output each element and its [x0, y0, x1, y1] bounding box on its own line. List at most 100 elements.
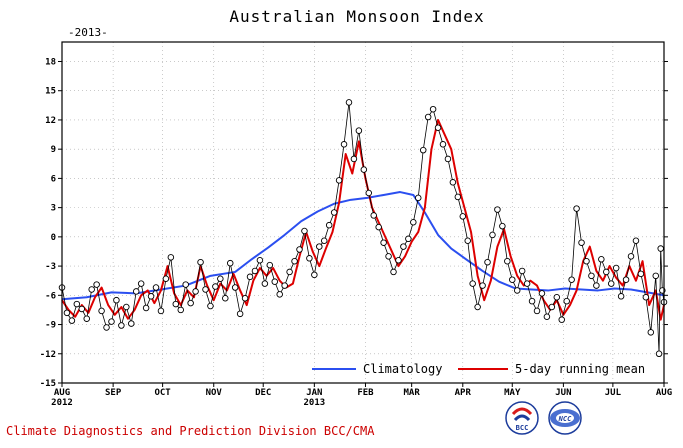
daily-point [395, 256, 402, 264]
bcc-logo: BCC [505, 401, 539, 435]
daily-point [538, 290, 546, 297]
x-tick-label: OCT [154, 388, 171, 398]
daily-point [583, 257, 590, 265]
daily-point [499, 222, 506, 230]
daily-point [281, 282, 288, 289]
legend-label-1: 5-day running mean [515, 362, 645, 376]
daily-point [523, 280, 531, 287]
daily-point [246, 273, 254, 281]
x-tick-label: FEB [357, 388, 374, 398]
daily-point [622, 276, 630, 283]
plot-frame [61, 41, 665, 384]
y-tick-label: 15 [45, 87, 56, 97]
x-tick-label: MAY [504, 388, 521, 398]
daily-point [429, 105, 437, 113]
x-tick-year: 2012 [51, 398, 73, 408]
daily-point [513, 287, 521, 294]
x-tick-label: MAR [404, 388, 421, 398]
daily-point [103, 324, 110, 331]
bcc-logo-text: BCC [516, 424, 529, 432]
daily-point [598, 256, 605, 263]
x-tick-label: NOV [206, 388, 223, 398]
daily-point [311, 271, 318, 279]
daily-point [335, 177, 343, 184]
daily-point [93, 281, 100, 288]
y-tick-label: 3 [51, 204, 56, 214]
daily-point [365, 189, 373, 197]
daily-point [350, 155, 358, 163]
daily-point [464, 237, 471, 245]
daily-point [355, 127, 363, 134]
daily-point [434, 124, 442, 131]
daily-point [306, 255, 313, 262]
daily-point [128, 320, 135, 327]
daily-point [271, 278, 279, 285]
series-line-0 [61, 191, 665, 301]
legend-label-0: Climatology [363, 362, 442, 376]
daily-point [578, 239, 585, 246]
daily-point [612, 264, 620, 272]
daily-point [236, 310, 244, 318]
daily-point [132, 288, 140, 295]
daily-point [83, 315, 90, 322]
x-tick-label: SEP [105, 388, 122, 398]
daily-point [568, 276, 575, 283]
daily-point [325, 221, 333, 229]
daily-point [459, 213, 467, 220]
daily-point [296, 246, 303, 253]
daily-point [593, 282, 600, 289]
daily-point [286, 268, 293, 276]
daily-point [316, 243, 323, 250]
daily-point [415, 194, 422, 202]
daily-point [370, 212, 377, 219]
daily-line [61, 102, 665, 354]
daily-point [533, 307, 541, 315]
daily-point [345, 99, 353, 106]
daily-point [261, 280, 269, 287]
daily-point [627, 253, 635, 260]
daily-point [162, 275, 170, 283]
daily-point [375, 223, 382, 231]
daily-point [202, 286, 209, 293]
daily-point [301, 227, 308, 235]
ncc-logo: NCC [548, 401, 582, 435]
daily-point [484, 258, 491, 266]
daily-point [469, 280, 476, 287]
x-tick-label: DEC [255, 388, 271, 398]
daily-point [157, 307, 165, 315]
daily-point [73, 300, 81, 308]
grid [62, 42, 664, 383]
daily-point [439, 141, 447, 148]
daily-point [152, 284, 160, 291]
daily-point [655, 350, 663, 358]
daily-point [226, 259, 234, 267]
ncc-logo-text: NCC [558, 415, 572, 423]
y-tick-label: -15 [40, 379, 56, 389]
daily-point [113, 296, 120, 304]
daily-point [147, 293, 155, 300]
daily-point [405, 235, 412, 243]
daily-point [504, 257, 511, 265]
daily-point [573, 205, 580, 212]
daily-point [518, 267, 526, 275]
y-tick-label: 6 [51, 174, 56, 184]
daily-point [419, 146, 427, 154]
daily-point [137, 280, 145, 287]
daily-point [217, 275, 224, 283]
daily-point [197, 258, 204, 266]
daily-point [400, 243, 407, 250]
daily-point [222, 294, 229, 302]
daily-point [68, 317, 76, 324]
daily-point [449, 179, 457, 186]
x-tick-label: JUL [605, 388, 622, 398]
daily-point [494, 206, 501, 213]
x-tick-label: APR [455, 388, 472, 398]
daily-point [192, 288, 199, 295]
daily-point [558, 316, 565, 323]
daily-points [58, 99, 668, 358]
daily-point [509, 276, 516, 283]
daily-point [330, 209, 338, 216]
daily-point [78, 305, 86, 313]
daily-point [182, 281, 189, 288]
